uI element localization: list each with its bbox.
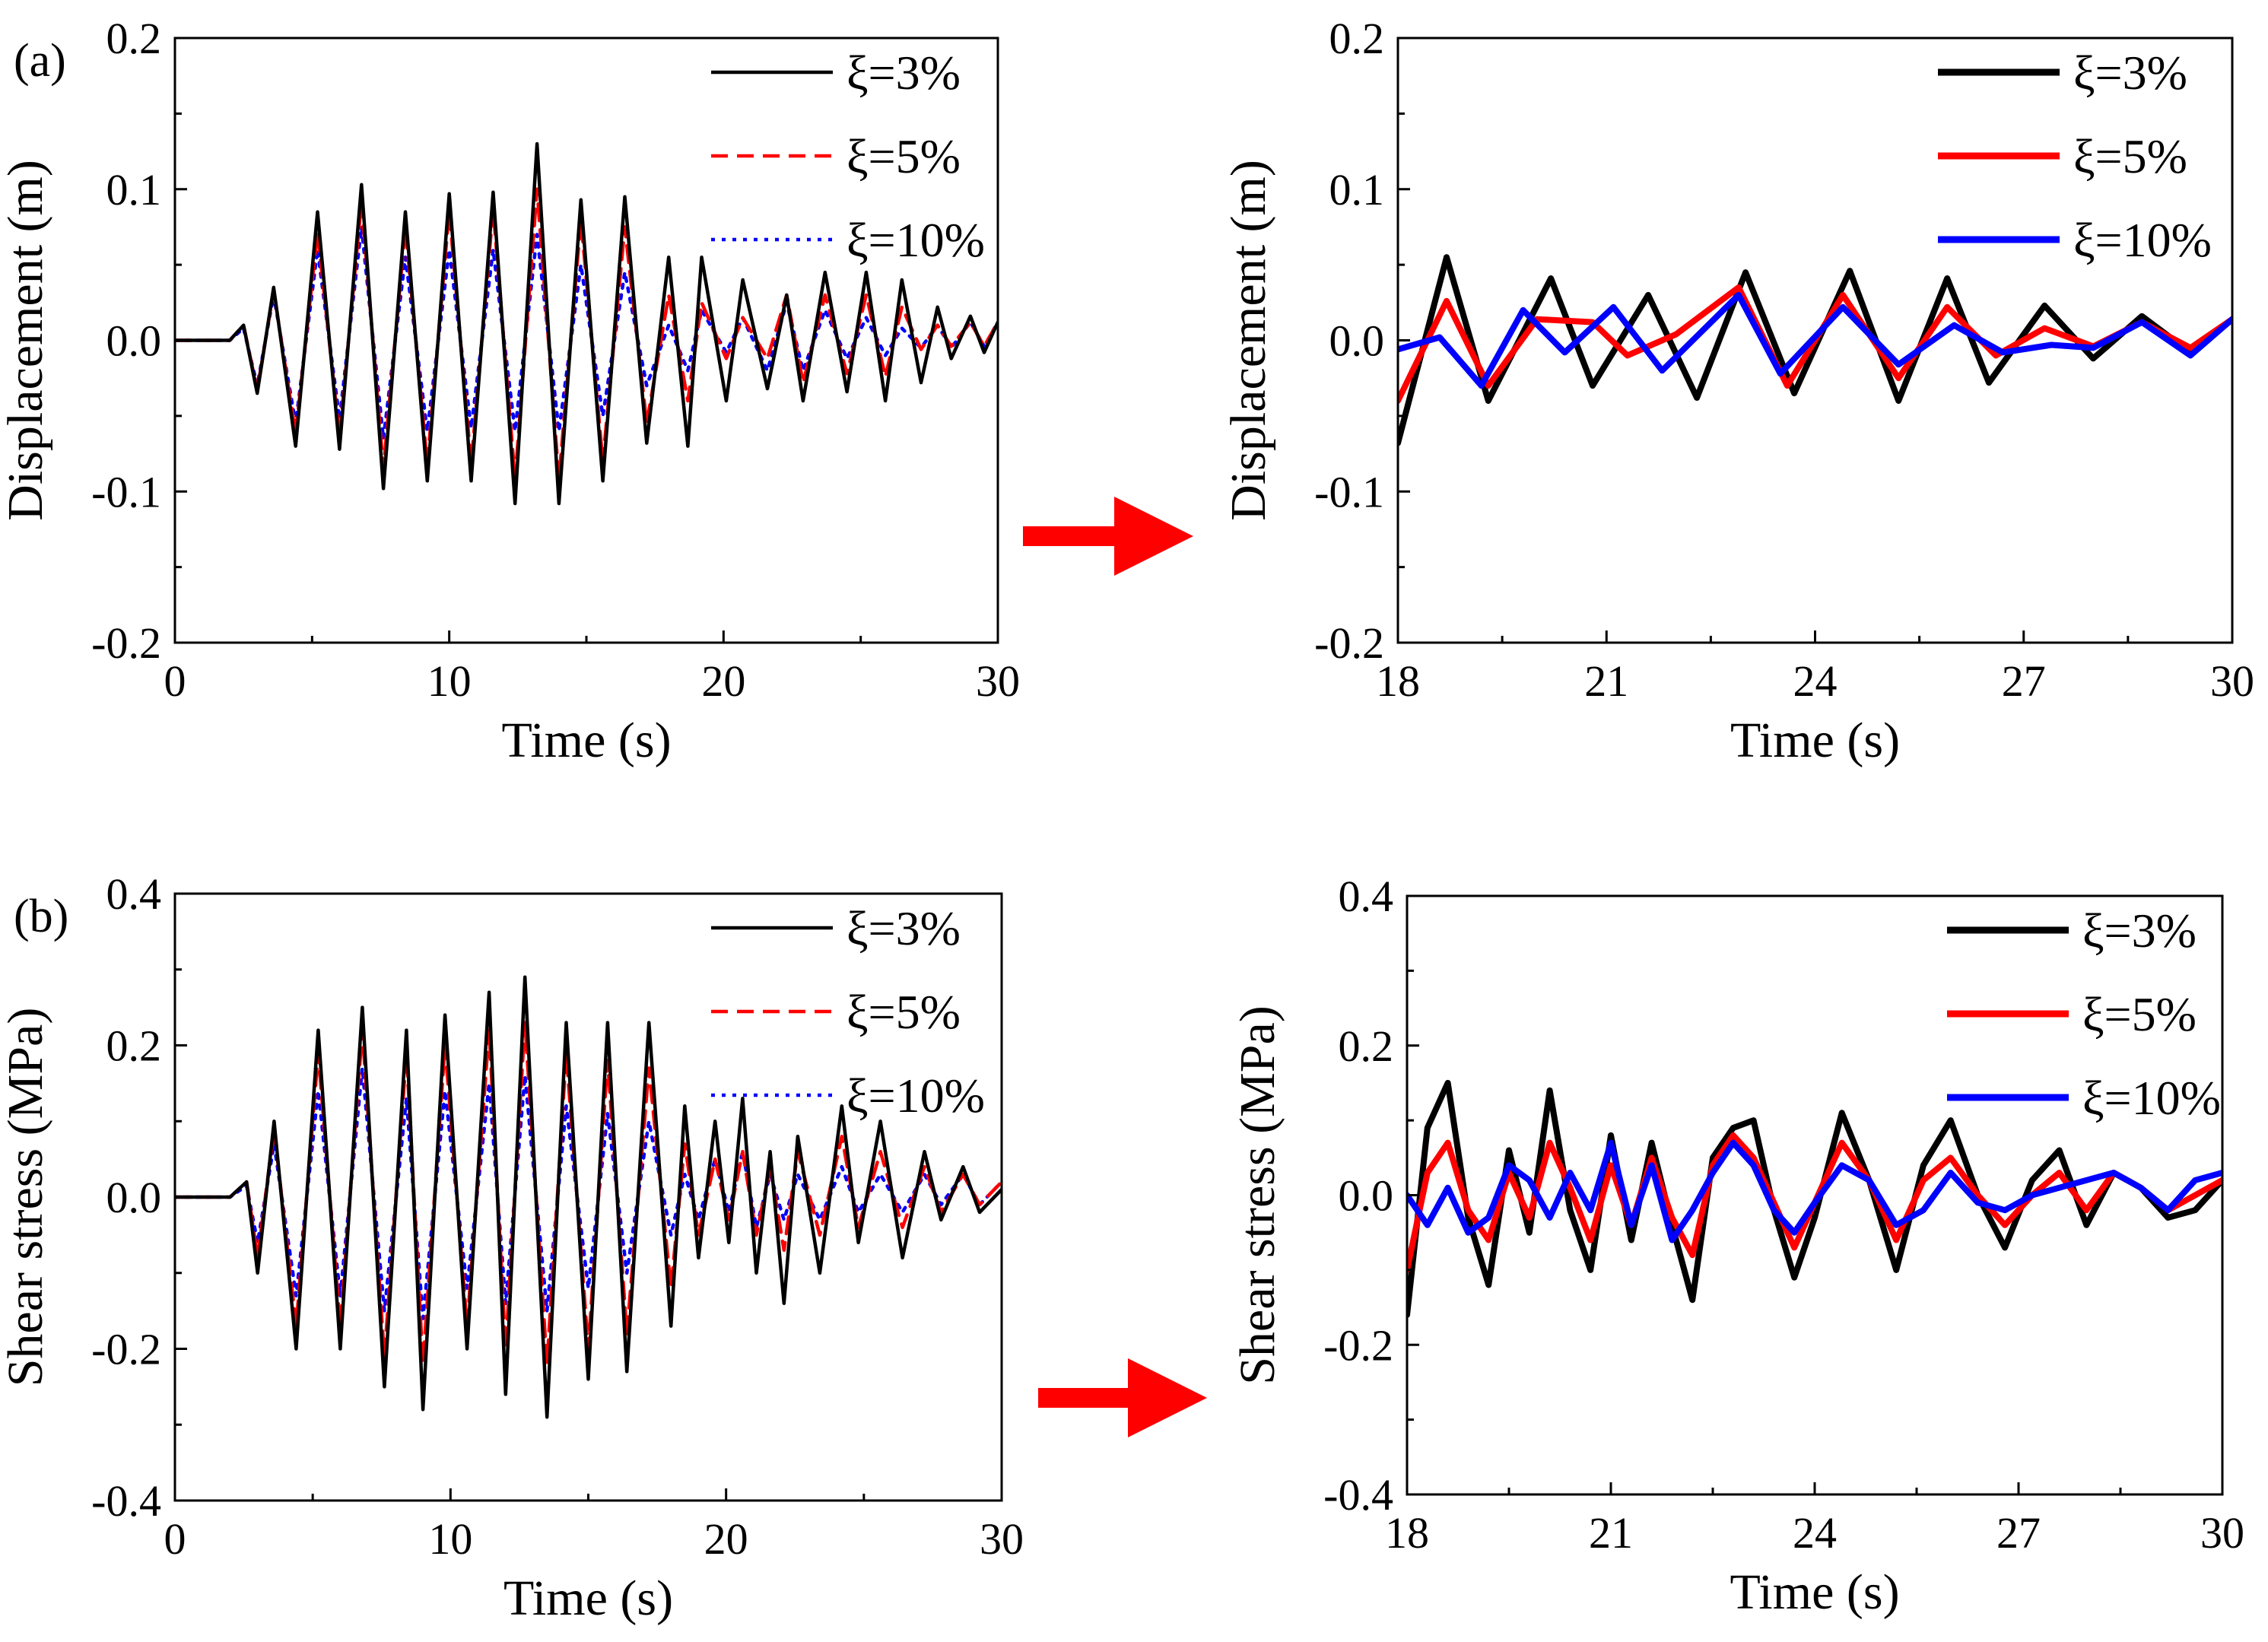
y-tick-label-a-full-1: -0.1 (91, 467, 161, 516)
y-tick-label-a-full-4: 0.2 (106, 14, 162, 63)
legend-label-b-zoom-0: ξ=3% (2082, 904, 2197, 958)
x-tick-label-b-full-0: 0 (164, 1514, 186, 1564)
y-tick-label-a-zoom-0: -0.2 (1314, 618, 1384, 668)
y-tick-label-a-zoom-2: 0.0 (1329, 316, 1385, 366)
x-tick-label-a-zoom-2: 24 (1793, 656, 1838, 706)
x-tick-label-a-zoom-1: 21 (1584, 656, 1628, 706)
x-tick-label-b-full-1: 10 (428, 1514, 472, 1564)
y-tick-label-a-zoom-4: 0.2 (1329, 14, 1385, 63)
y-tick-label-b-full-1: -0.2 (91, 1325, 161, 1374)
series-line-a-zoom-2 (1398, 291, 2232, 389)
legend-label-b-full-2: ξ=10% (847, 1069, 985, 1123)
x-tick-label-b-full-2: 20 (704, 1514, 748, 1564)
legend-label-b-zoom-1: ξ=5% (2082, 987, 2197, 1041)
y-tick-label-b-zoom-3: 0.2 (1339, 1021, 1394, 1071)
x-tick-label-a-full-3: 30 (976, 656, 1020, 706)
legend-label-b-zoom-2: ξ=10% (2082, 1071, 2221, 1125)
y-tick-label-b-zoom-2: 0.0 (1339, 1171, 1394, 1221)
panel-b-zoom: 18 21 24 27 30 -0.4 -0.2 0.0 0.2 0.4 Time (s) Shear… (1230, 872, 2244, 1620)
x-tick-label-a-zoom-0: 18 (1376, 656, 1420, 706)
series-line-b-zoom-2 (1407, 1139, 2222, 1243)
x-tick-label-b-full-3: 30 (980, 1514, 1024, 1564)
x-tick-label-b-zoom-4: 30 (2200, 1508, 2244, 1558)
legend-label-a-full-2: ξ=10% (847, 213, 985, 267)
series-line-b-zoom-1 (1407, 1132, 2222, 1273)
y-tick-label-b-full-0: -0.4 (91, 1476, 161, 1526)
x-tick-label-b-zoom-1: 21 (1589, 1508, 1633, 1558)
series-line-b-zoom-0 (1407, 1079, 2222, 1318)
x-axis-label-b-zoom: Time (s) (1730, 1564, 1899, 1620)
legend-label-a-full-0: ξ=3% (847, 46, 961, 100)
x-tick-label-a-full-1: 10 (427, 656, 472, 706)
panel-b-full: 0 10 20 30 -0.4 -0.2 0.0 0.2 0.4 Time (s) Shear st… (0, 869, 1024, 1626)
y-tick-label-b-full-2: 0.0 (106, 1173, 162, 1222)
x-tick-label-b-zoom-3: 27 (1996, 1508, 2041, 1558)
legend-label-a-zoom-0: ξ=3% (2073, 46, 2187, 100)
y-tick-label-a-zoom-3: 0.1 (1329, 165, 1385, 214)
x-tick-label-a-zoom-3: 27 (2002, 656, 2046, 706)
y-axis-label-a-zoom: Displacement (m) (1221, 160, 1276, 521)
y-axis-label-b-full: Shear stress (MPa) (0, 1008, 53, 1387)
panel-label-a-full: (a) (14, 35, 66, 87)
x-tick-label-a-full-0: 0 (164, 656, 186, 706)
y-tick-label-b-zoom-4: 0.4 (1339, 872, 1394, 921)
legend-label-a-zoom-1: ξ=5% (2073, 129, 2187, 183)
x-axis-label-a-full: Time (s) (501, 713, 671, 768)
y-tick-label-a-full-3: 0.1 (106, 165, 162, 214)
series-line-a-zoom-0 (1398, 254, 2232, 446)
x-axis-label-b-full: Time (s) (503, 1571, 673, 1626)
panel-label-b-full: (b) (14, 891, 68, 942)
legend-label-a-full-1: ξ=5% (847, 129, 961, 183)
y-tick-label-a-zoom-1: -0.1 (1314, 467, 1384, 516)
y-tick-label-b-zoom-1: -0.2 (1323, 1320, 1393, 1370)
y-tick-label-b-full-4: 0.4 (106, 869, 162, 919)
x-tick-label-a-full-2: 20 (701, 656, 745, 706)
panel-a-full: 0 10 20 30 -0.2 -0.1 0.0 0.1 0.2 Time (s) Displace… (0, 14, 1020, 768)
y-tick-label-a-full-0: -0.2 (91, 618, 161, 668)
x-tick-label-a-zoom-4: 30 (2210, 656, 2254, 706)
y-tick-label-b-zoom-0: -0.4 (1323, 1470, 1393, 1520)
series-line-a-full-0 (175, 141, 998, 506)
panel-a-zoom: 18 21 24 27 30 -0.2 -0.1 0.0 0.1 0.2 Time (s) Displ… (1221, 14, 2254, 768)
x-axis-label-a-zoom: Time (s) (1730, 713, 1900, 768)
legend-label-b-full-0: ξ=3% (847, 901, 961, 955)
x-tick-label-b-zoom-2: 24 (1793, 1508, 1837, 1558)
series-line-b-full-2 (175, 1066, 1002, 1320)
series-line-b-full-1 (175, 1021, 1002, 1366)
y-axis-label-a-full: Displacement (m) (0, 160, 53, 521)
y-axis-label-b-zoom: Shear stress (MPa) (1230, 1005, 1285, 1385)
y-tick-label-b-full-3: 0.2 (106, 1021, 162, 1071)
y-tick-label-a-full-2: 0.0 (106, 316, 162, 366)
series-line-b-full-0 (175, 975, 1002, 1419)
legend-label-a-zoom-2: ξ=10% (2073, 213, 2212, 267)
x-tick-label-b-zoom-0: 18 (1385, 1508, 1429, 1558)
legend-label-b-full-1: ξ=5% (847, 985, 961, 1039)
